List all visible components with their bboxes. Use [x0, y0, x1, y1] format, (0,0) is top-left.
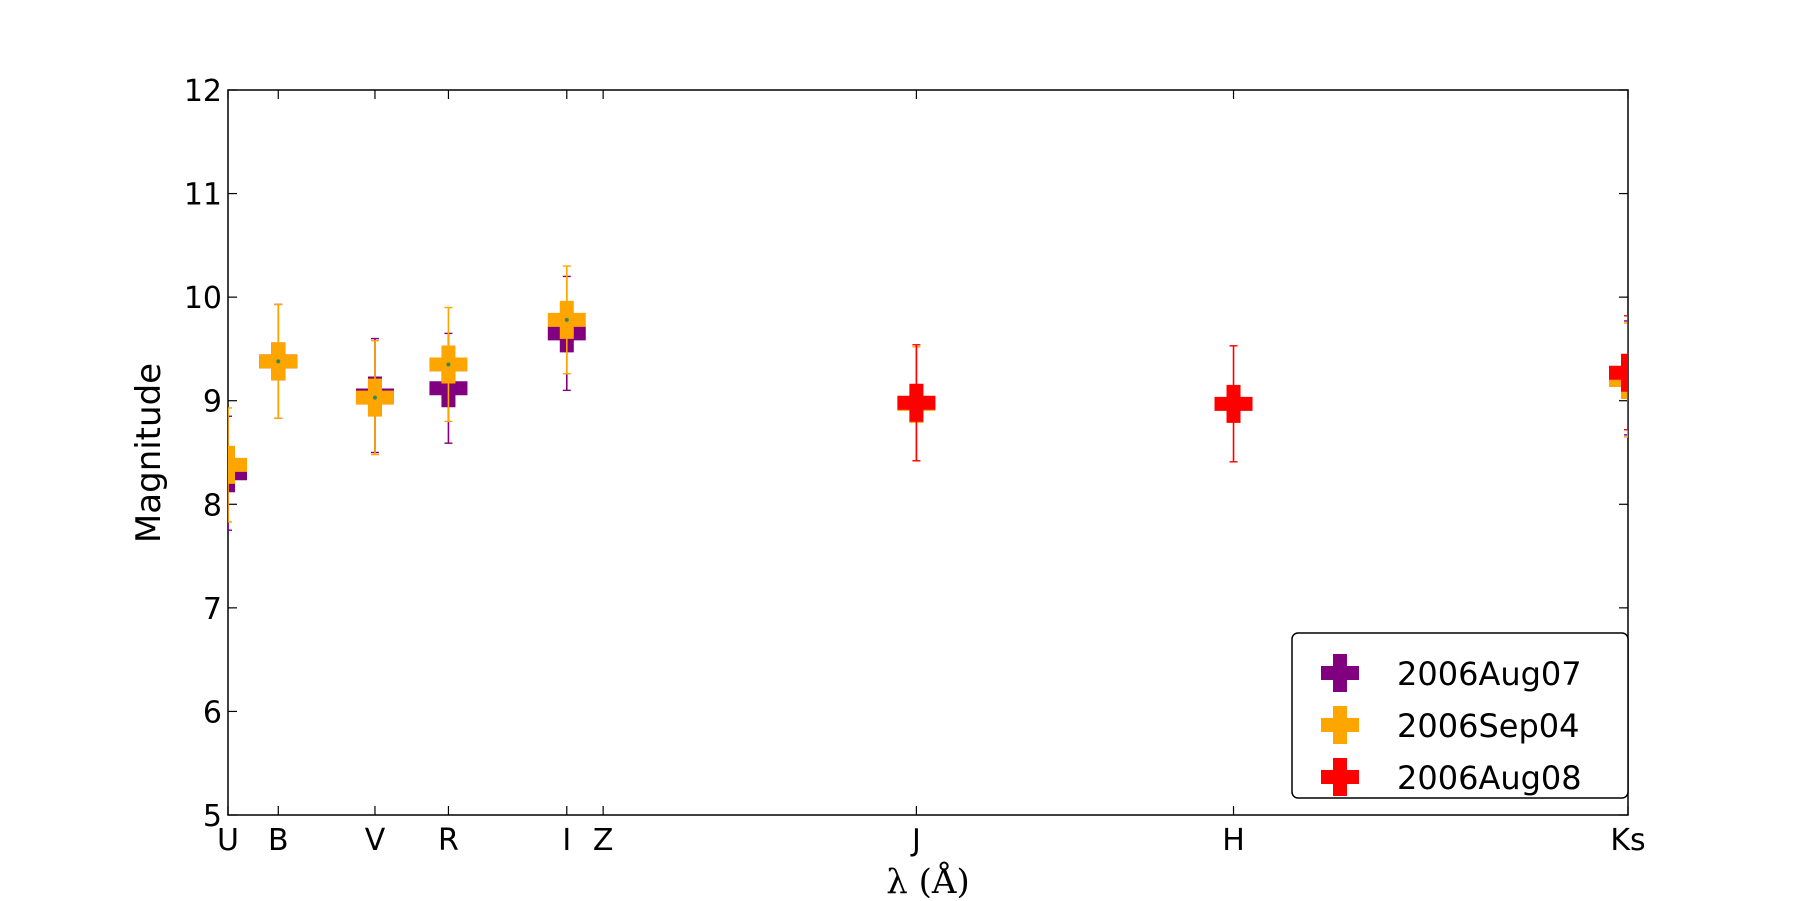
y-tick-label: 7	[203, 592, 222, 627]
x-tick-label: Ks	[1610, 823, 1645, 858]
data-point-Ks	[1609, 353, 1628, 392]
x-tick-label: U	[217, 823, 239, 858]
legend: 2006Aug07 2006Sep04 2006Aug08	[1291, 632, 1629, 799]
y-tick-label: 8	[203, 488, 222, 523]
legend-label: 2006Aug07	[1397, 655, 1582, 693]
markers-group	[228, 265, 1628, 531]
center-dot	[446, 362, 451, 367]
x-axis-label: λ (Å)	[886, 861, 969, 901]
series-2006Sep04	[228, 265, 1628, 523]
data-point-U	[228, 445, 247, 484]
data-point-J	[897, 383, 936, 422]
y-tick-label: 9	[203, 385, 222, 420]
legend-label: 2006Sep04	[1397, 707, 1579, 745]
y-tick-label: 10	[184, 281, 222, 316]
center-dot	[276, 359, 281, 364]
legend-marker	[1321, 706, 1359, 744]
y-tick-label: 6	[203, 695, 222, 730]
x-tick-label: V	[365, 823, 386, 858]
x-tick-label: I	[562, 823, 571, 858]
legend-box	[1291, 632, 1629, 799]
legend-marker	[1321, 758, 1359, 796]
center-dot	[372, 395, 377, 400]
data-point-H	[1214, 384, 1253, 423]
y-tick-label: 11	[184, 178, 222, 213]
y-tick-label: 12	[184, 74, 222, 109]
legend-marker	[1321, 654, 1359, 692]
center-dot	[564, 317, 569, 322]
x-tick-label: R	[438, 823, 459, 858]
x-tick-label: H	[1222, 823, 1245, 858]
series-2006Aug08	[897, 315, 1628, 463]
y-tick-label: 5	[203, 799, 222, 834]
legend-label: 2006Aug08	[1397, 759, 1582, 797]
plot-area: 5 6 7 8 9 10 11 12 U B V R I Z J H Ks	[184, 74, 1646, 858]
x-tick-label: B	[268, 823, 289, 858]
x-tick-label: Z	[593, 823, 614, 858]
y-axis-label: Magnitude	[129, 363, 169, 543]
x-tick-label: J	[910, 823, 921, 858]
